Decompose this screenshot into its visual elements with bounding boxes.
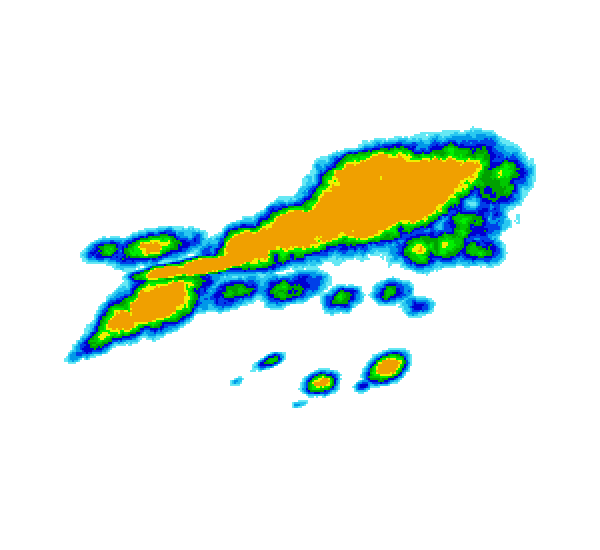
radar-reflectivity-figure: A southwest to northeast oriented band o… (0, 0, 600, 550)
radar-echo-canvas (0, 0, 600, 550)
